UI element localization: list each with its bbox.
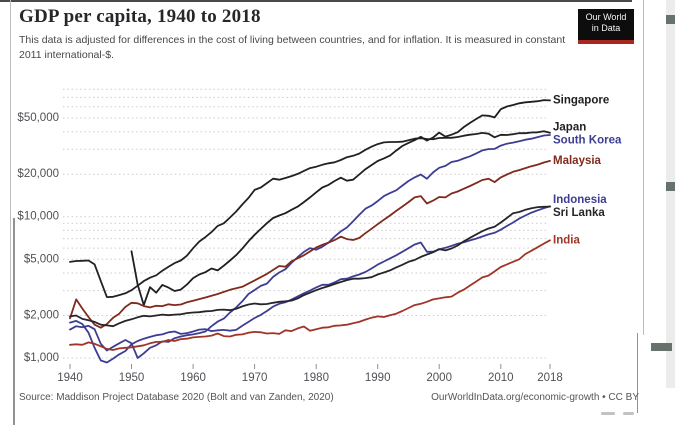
series-label-singapore[interactable]: Singapore (553, 94, 609, 106)
series-line-malaysia[interactable] (69, 159, 551, 329)
series-line-south-korea[interactable] (69, 134, 551, 359)
series-label-indonesia[interactable]: Indonesia (553, 194, 607, 206)
y-tick-label-50000: $50,000 (17, 112, 59, 124)
owid-logo-line2: in Data (591, 23, 621, 33)
series-line-sri-lanka[interactable] (69, 205, 551, 328)
series-line-indonesia[interactable] (69, 205, 551, 364)
x-tick-label-2000: 2000 (426, 372, 452, 384)
window-top-edge (0, 0, 632, 2)
scrollbar-track[interactable] (666, 0, 675, 388)
chart-header: GDP per capita, 1940 to 2018 This data i… (19, 6, 579, 62)
y-tick-label-20000: $20,000 (17, 168, 59, 180)
x-tick-label-1940: 1940 (57, 372, 83, 384)
series-label-japan[interactable]: Japan (553, 121, 586, 133)
series-label-malaysia[interactable]: Malaysia (553, 155, 602, 167)
right-border-line (643, 0, 644, 335)
footer-dash-1 (601, 412, 615, 415)
y-tick-label-10000: $10,000 (17, 211, 59, 223)
x-tick-label-1950: 1950 (119, 372, 145, 384)
scrollbar-handle-bottom[interactable] (651, 343, 672, 351)
owid-logo[interactable]: Our World in Data (578, 9, 634, 44)
source-note: Source: Maddison Project Database 2020 (… (19, 392, 334, 403)
series-label-sri-lanka[interactable]: Sri Lanka (553, 207, 605, 219)
series-line-india[interactable] (69, 239, 551, 351)
series-line-singapore[interactable] (130, 99, 551, 307)
y-tick-label-1000: $1,000 (24, 352, 59, 364)
footer-dash-2 (623, 412, 634, 415)
x-tick-label-2018: 2018 (537, 372, 563, 384)
series-line-japan[interactable] (69, 130, 551, 299)
attribution-link[interactable]: OurWorldInData.org/economic-growth • CC … (431, 392, 639, 403)
scrollbar-handle-middle[interactable] (666, 182, 675, 191)
x-tick-label-1960: 1960 (180, 372, 206, 384)
x-tick-label-1980: 1980 (303, 372, 329, 384)
x-tick-label-1990: 1990 (365, 372, 391, 384)
y-axis-labels: $1,000 $2,000 $5,000 $10,000 $20,000 $50,000 (17, 112, 59, 364)
page-title: GDP per capita, 1940 to 2018 (19, 6, 261, 27)
x-tick-label-1970: 1970 (242, 372, 268, 384)
series-label-south-korea[interactable]: South Korea (553, 134, 622, 146)
scrollbar-handle-top[interactable] (666, 15, 675, 24)
chart-subtitle: This data is adjusted for differences in… (19, 34, 566, 61)
owid-logo-line1: Our World (585, 12, 627, 22)
left-border-line-lower (13, 218, 15, 425)
chart-footer: Source: Maddison Project Database 2020 (… (19, 392, 639, 403)
left-border-line (10, 0, 11, 320)
y-tick-label-2000: $2,000 (24, 310, 59, 322)
x-tick-label-2010: 2010 (488, 372, 514, 384)
series-label-india[interactable]: India (553, 234, 580, 246)
x-axis: 1940 1950 1960 1970 1980 1990 2000 2010 2018 (57, 364, 563, 384)
series-lines (69, 99, 551, 364)
right-border-line-lower (637, 333, 638, 413)
y-tick-label-5000: $5,000 (24, 253, 59, 265)
